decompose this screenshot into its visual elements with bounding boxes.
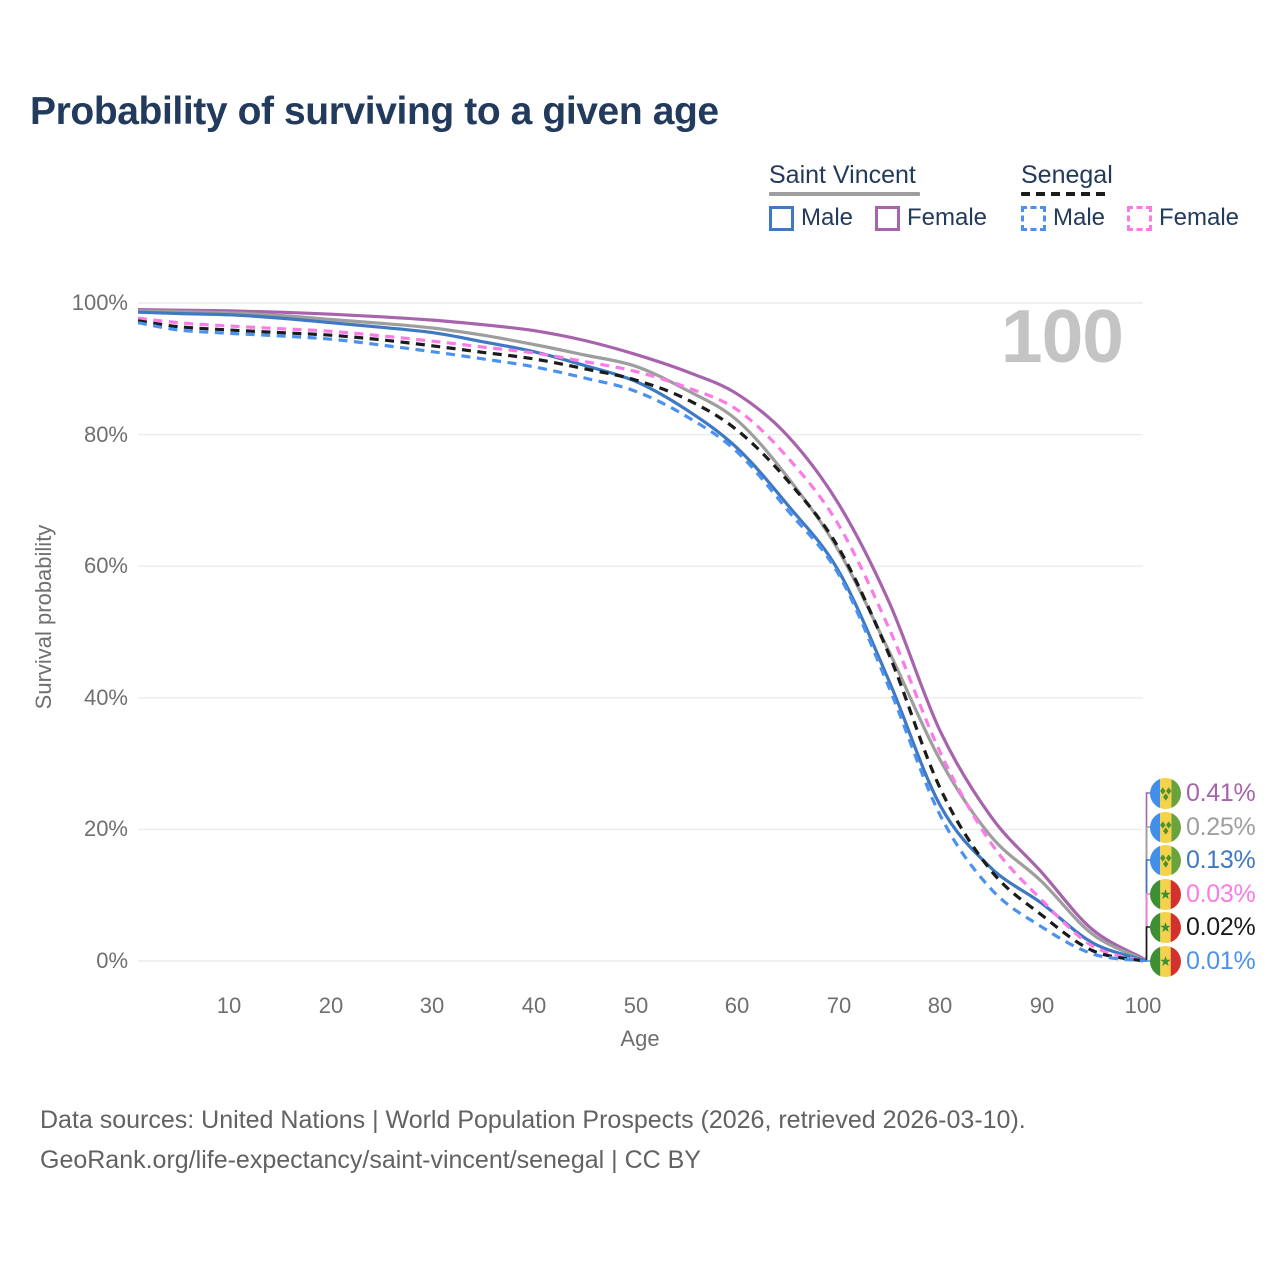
x-tick-30: 30: [419, 993, 445, 1018]
y-tick-0: 0%: [96, 948, 128, 973]
survival-curves: [137, 308, 1144, 963]
survival-curve-senegal-male[interactable]: [137, 321, 1144, 963]
x-tick-50: 50: [623, 993, 649, 1018]
x-tick-60: 60: [724, 993, 750, 1018]
x-tick-10: 10: [216, 993, 242, 1018]
end-value: 0.01%: [1186, 946, 1256, 975]
legend-group-senegal[interactable]: Senegal: [1021, 161, 1113, 189]
survival-curve-saint-vincent[interactable]: [137, 309, 1144, 961]
gridlines: [138, 302, 1143, 962]
x-tick-90: 90: [1029, 993, 1055, 1018]
legend-item-saint-vincent-female[interactable]: Female: [875, 204, 988, 231]
legend-item-label: Female: [907, 204, 988, 231]
y-tick-40: 40%: [83, 685, 128, 710]
end-value: 0.13%: [1186, 845, 1256, 874]
data-sources-text: Data sources: United Nations | World Pop…: [40, 1106, 1026, 1134]
end-label-senegal-male: 0.01%: [1150, 945, 1256, 977]
male-dashed-swatch-icon: [1021, 205, 1046, 231]
y-tick-60: 60%: [83, 553, 128, 578]
page-title: Probability of surviving to a given age: [30, 90, 719, 133]
senegal-line-swatch: [1021, 192, 1111, 196]
x-tick-100: 100: [1124, 993, 1162, 1018]
end-label-connectors: [1143, 792, 1151, 962]
y-axis-title: Survival probability: [31, 524, 56, 710]
x-axis-title: Age: [620, 1026, 660, 1051]
male-swatch-icon: [769, 205, 794, 231]
attribution-link-text[interactable]: GeoRank.org/life-expectancy/saint-vincen…: [40, 1146, 701, 1174]
legend-item-senegal-female[interactable]: Female: [1127, 204, 1240, 231]
saint-vincent-line-swatch: [769, 192, 920, 196]
legend-item-saint-vincent-male[interactable]: Male: [769, 204, 854, 231]
legend-group-saint-vincent[interactable]: Saint Vincent: [769, 161, 916, 189]
survival-curve-senegal-female[interactable]: [137, 316, 1144, 963]
x-tick-20: 20: [318, 993, 344, 1018]
y-tick-80: 80%: [83, 422, 128, 447]
survival-curve-saint-vincent-male[interactable]: [137, 310, 1144, 962]
end-label-senegal-female: 0.03%: [1150, 878, 1256, 910]
saint-vincent-flag-icon: [1150, 845, 1181, 876]
legend-item-label: Female: [1159, 204, 1240, 231]
end-label-senegal: 0.02%: [1150, 911, 1256, 943]
y-tick-100: 100%: [71, 290, 128, 315]
x-tick-70: 70: [826, 993, 852, 1018]
legend-item-label: Male: [801, 204, 854, 231]
x-tick-80: 80: [927, 993, 953, 1018]
senegal-flag-icon: [1150, 946, 1181, 977]
survival-curve-senegal[interactable]: [137, 319, 1144, 963]
x-tick-40: 40: [521, 993, 547, 1018]
end-value: 0.03%: [1186, 879, 1256, 908]
legend-item-senegal-male[interactable]: Male: [1021, 204, 1106, 231]
survival-curve-saint-vincent-female[interactable]: [137, 308, 1144, 960]
saint-vincent-flag-icon: [1150, 812, 1181, 843]
senegal-flag-icon: [1150, 879, 1181, 910]
hovered-age-watermark: 100: [1000, 294, 1124, 378]
end-value: 0.41%: [1186, 778, 1256, 807]
female-swatch-icon: [875, 205, 900, 231]
end-label-saint-vincent-male: 0.13%: [1150, 844, 1256, 876]
senegal-flag-icon: [1150, 912, 1181, 943]
end-value: 0.02%: [1186, 912, 1256, 941]
legend-item-label: Male: [1053, 204, 1106, 231]
end-label-saint-vincent-female: 0.41%: [1150, 777, 1256, 809]
end-label-saint-vincent: 0.25%: [1150, 811, 1256, 843]
end-value: 0.25%: [1186, 812, 1256, 841]
saint-vincent-flag-icon: [1150, 778, 1181, 809]
female-dashed-swatch-icon: [1127, 205, 1152, 231]
y-tick-20: 20%: [83, 816, 128, 841]
